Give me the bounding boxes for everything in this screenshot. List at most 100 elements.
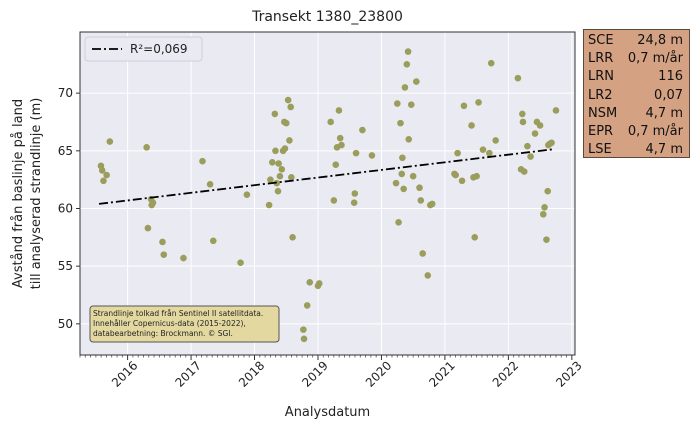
data-point — [541, 204, 548, 211]
data-point — [417, 197, 425, 204]
x-tick-label: 2016 — [109, 358, 140, 389]
data-point — [350, 199, 358, 207]
data-point — [398, 170, 406, 178]
stat-value: 116 — [658, 69, 683, 85]
data-point — [289, 234, 296, 241]
data-point — [330, 197, 338, 204]
legend-box — [84, 36, 203, 62]
data-point — [404, 48, 412, 55]
data-point — [199, 157, 206, 165]
data-source-note: Strandlinje tolkad från Sentinel II sate… — [89, 305, 280, 343]
data-point — [206, 180, 214, 188]
y-tick-label: 60 — [58, 201, 73, 215]
data-point — [407, 101, 415, 108]
trend-line-group — [98, 148, 555, 205]
stat-value: 0,7 m/år — [627, 51, 683, 67]
stat-row-epr: EPR 0,7 m/år — [588, 123, 685, 141]
data-point — [98, 167, 106, 174]
data-point — [409, 172, 417, 180]
data-point — [332, 161, 340, 168]
data-point — [276, 172, 284, 180]
data-point — [144, 224, 152, 232]
data-point — [492, 137, 499, 144]
data-point — [392, 179, 400, 187]
plot-background — [80, 32, 575, 355]
data-point — [531, 130, 539, 137]
y-tick-label: 50 — [58, 317, 73, 331]
data-point — [271, 110, 279, 118]
note-box — [89, 305, 280, 343]
data-point — [237, 259, 244, 267]
data-point — [352, 149, 360, 157]
data-point — [265, 201, 273, 209]
data-point — [399, 154, 406, 162]
plot-frame — [79, 31, 576, 356]
data-point — [416, 184, 423, 192]
data-point — [401, 84, 409, 91]
data-point — [527, 153, 534, 160]
x-axis-title: Analysdatum — [285, 405, 370, 420]
x-tick-label: 2023 — [553, 358, 584, 389]
data-point — [303, 302, 311, 309]
data-point — [487, 59, 495, 67]
data-point — [338, 141, 345, 149]
data-point — [536, 122, 544, 129]
data-point — [275, 160, 282, 167]
y-tick-label: 70 — [58, 86, 73, 100]
data-point — [306, 279, 314, 286]
data-point — [315, 280, 323, 287]
stat-key: LRR — [588, 51, 614, 67]
data-point — [539, 210, 547, 218]
data-point — [471, 234, 479, 241]
data-point — [413, 78, 420, 85]
data-point — [524, 142, 531, 150]
data-point — [160, 251, 168, 258]
stat-key: LR2 — [588, 87, 613, 103]
data-point — [336, 134, 344, 142]
x-tick-label: 2017 — [172, 358, 203, 389]
data-point — [284, 96, 292, 104]
data-point — [544, 187, 552, 195]
data-point — [327, 118, 334, 126]
data-point — [452, 171, 459, 179]
x-tick-label: 2021 — [426, 358, 457, 389]
data-point — [424, 272, 432, 279]
data-point — [552, 107, 560, 114]
stat-row-lrn: LRN 116 — [588, 68, 685, 86]
note-line-3: databearbetning: Brockmann. © SGI. — [93, 329, 233, 338]
data-point — [282, 119, 290, 127]
data-point — [351, 190, 359, 197]
grid — [80, 32, 575, 355]
stat-row-lse: LSE 4,7 m — [588, 141, 685, 159]
data-point — [267, 176, 274, 183]
data-point — [458, 177, 466, 185]
stat-key: LRN — [588, 69, 614, 85]
data-point — [281, 145, 289, 152]
data-point — [272, 147, 279, 155]
data-point — [209, 237, 217, 245]
data-point — [300, 326, 307, 333]
stat-row-sce: SCE 24,8 m — [588, 32, 685, 50]
note-line-2: Innehåller Copernicus-data (2015-2022), — [93, 319, 246, 328]
chart-title: Transekt 1380_23800 — [251, 9, 403, 25]
data-point — [359, 126, 366, 134]
data-point — [143, 144, 150, 151]
trend-line — [98, 148, 555, 205]
stat-row-lr2: LR2 0,07 — [588, 87, 685, 105]
y-axis-title-line2: till analyserad strandlinje (m) — [29, 98, 44, 290]
stat-row-nsm: NSM 4,7 m — [588, 105, 685, 123]
data-point — [543, 236, 550, 243]
data-point — [514, 74, 522, 82]
x-tick-label: 2019 — [299, 358, 330, 389]
data-point — [548, 139, 555, 147]
data-point — [106, 138, 114, 145]
data-point — [395, 219, 402, 226]
y-tick-label: 55 — [58, 259, 73, 273]
stat-value: 4,7 m — [645, 142, 683, 158]
stat-value: 24,8 m — [637, 33, 683, 48]
data-point — [100, 177, 107, 185]
stat-value: 0,7 m/år — [627, 123, 683, 139]
statistics-box: SCE 24,8 m LRR 0,7 m/år LRN 116 LR2 0,07 NSM… — [583, 29, 690, 158]
data-point — [287, 103, 294, 111]
